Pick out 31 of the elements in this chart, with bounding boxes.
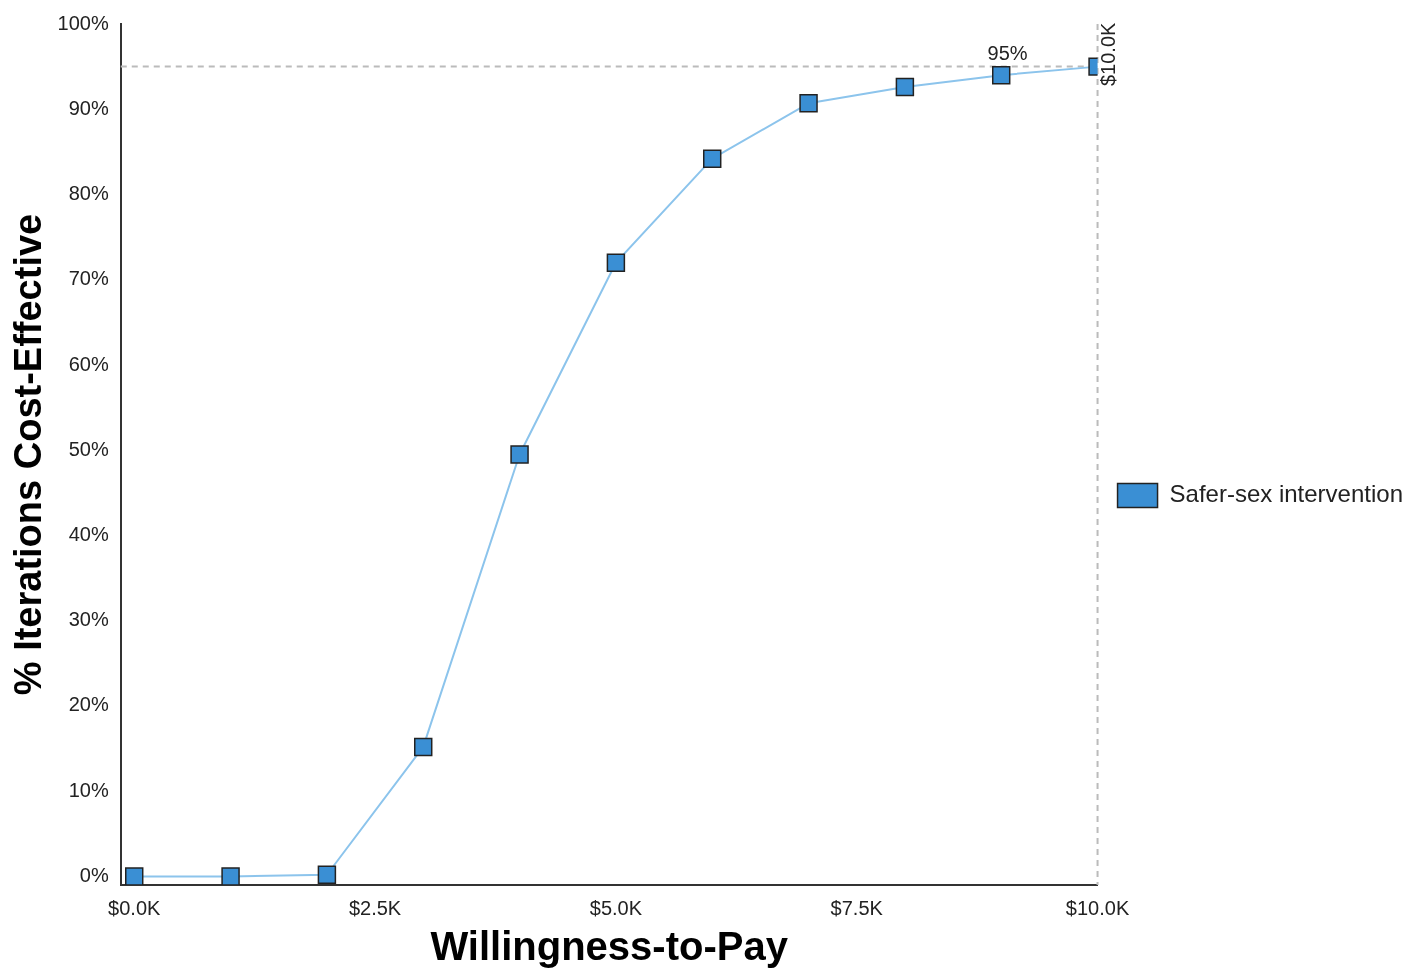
x-axis-title: Willingness-to-Pay — [430, 924, 789, 969]
y-tick-label: 20% — [68, 693, 109, 716]
y-tick-label: 80% — [68, 182, 109, 205]
point — [221, 867, 240, 885]
y-tick-label: 100% — [57, 11, 109, 34]
y-axis-title: % Iterations Cost-Effective — [7, 213, 50, 696]
y-tick-label: 50% — [68, 437, 109, 460]
point — [125, 867, 144, 885]
y-tick-label: 90% — [68, 96, 109, 119]
y-tick-label: 0% — [79, 863, 109, 886]
x-tick-label: $5.0K — [589, 896, 643, 919]
point — [606, 253, 626, 272]
point — [895, 77, 915, 97]
y-tick-label: 40% — [68, 523, 109, 545]
ref-line-label: 95% — [987, 42, 1028, 65]
point — [414, 737, 433, 757]
x-tick-label: $7.5K — [830, 896, 884, 919]
y-tick-label: 30% — [68, 608, 109, 631]
point — [510, 445, 529, 464]
y-tick-label: 10% — [68, 778, 109, 801]
x-tick-label: $10.0K — [1065, 896, 1130, 919]
ref-line-label: $10.0K — [1097, 21, 1120, 86]
point — [799, 94, 818, 113]
point — [317, 865, 337, 885]
legend-label: Safer-sex intervention — [1169, 480, 1403, 508]
y-tick-label: 70% — [68, 267, 109, 290]
x-tick-label: $0.0K — [108, 896, 162, 919]
y-tick-label: 60% — [68, 352, 109, 375]
point — [991, 65, 1011, 85]
x-tick-label: $2.5K — [348, 896, 402, 919]
point — [702, 149, 722, 168]
